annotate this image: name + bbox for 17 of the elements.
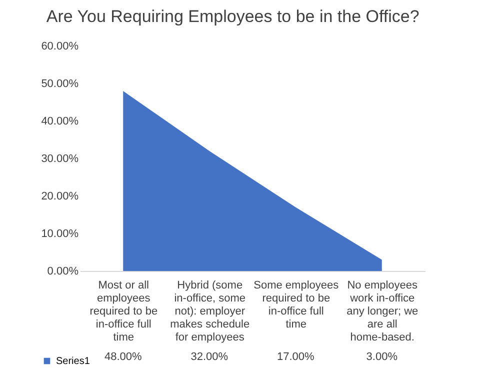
y-tick-label: 20.00% xyxy=(41,190,79,202)
x-tick-label: Hybrid (some in-office, some not): employer makes schedule for employees xyxy=(170,280,250,344)
legend-label: Series1 xyxy=(56,356,90,367)
data-label: 3.00% xyxy=(366,351,398,363)
x-tick-label: Most or all employees required to be in-office full time xyxy=(90,280,158,344)
y-tick-label: 10.00% xyxy=(41,228,79,240)
y-tick-label: 60.00% xyxy=(41,40,79,52)
data-label: 48.00% xyxy=(104,351,142,363)
x-tick-label: Some employees required to be in-office full time xyxy=(254,280,340,330)
chart-title: Are You Requiring Employees to be in the Office? xyxy=(46,7,420,26)
y-tick-label: 50.00% xyxy=(41,78,79,90)
x-tick-label: No employees work in-office any longer; we are all home-based. xyxy=(346,280,418,344)
data-label: 32.00% xyxy=(190,351,228,363)
data-label: 17.00% xyxy=(276,351,314,363)
y-tick-label: 0.00% xyxy=(47,266,79,278)
y-tick-label: 30.00% xyxy=(41,153,79,165)
y-tick-label: 40.00% xyxy=(41,116,79,128)
